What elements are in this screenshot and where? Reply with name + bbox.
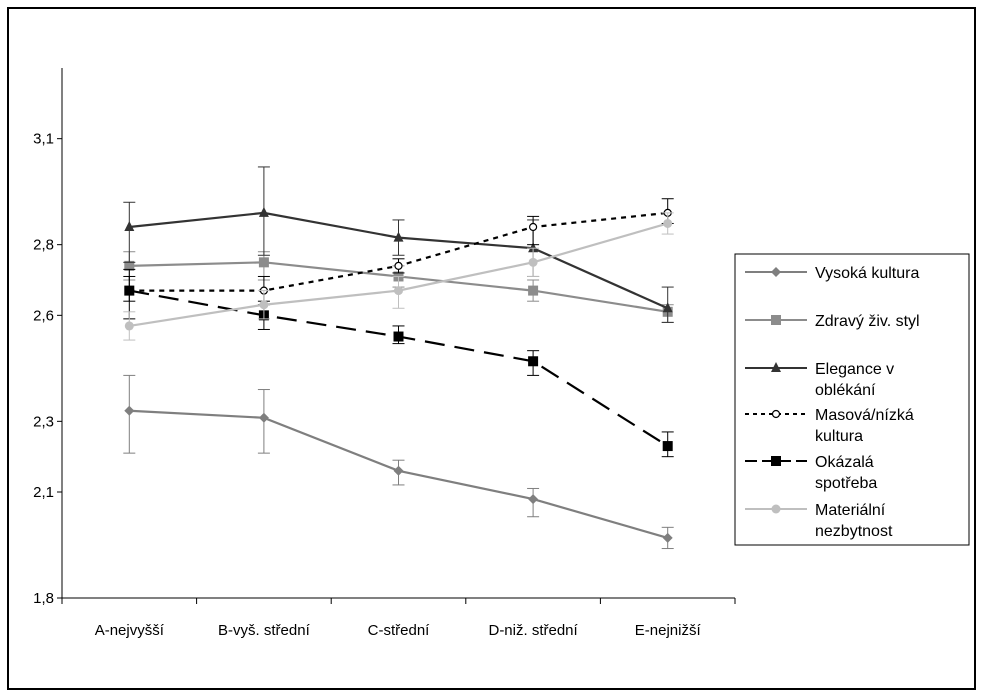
legend-label: Vysoká kultura xyxy=(815,265,919,282)
data-point xyxy=(124,260,135,271)
data-point xyxy=(394,261,403,270)
y-tick-label: 2,8 xyxy=(33,237,54,254)
data-point xyxy=(259,300,269,310)
data-point xyxy=(258,257,269,268)
data-point xyxy=(663,218,673,228)
legend-label: kultura xyxy=(815,428,863,445)
legend-label: Materiální xyxy=(815,502,886,519)
y-tick-label: 1,8 xyxy=(33,590,54,607)
data-point xyxy=(662,441,673,452)
x-tick-label: D-niž. střední xyxy=(488,622,578,639)
data-point xyxy=(662,302,673,313)
x-tick-label: B-vyš. střední xyxy=(218,622,311,639)
legend-label: oblékání xyxy=(815,382,876,399)
data-point xyxy=(124,405,135,416)
x-tick-label: C-střední xyxy=(368,622,431,639)
data-point xyxy=(393,331,404,342)
legend-label: nezbytnost xyxy=(815,523,893,540)
data-point xyxy=(528,356,539,367)
legend-label: Masová/nízká xyxy=(815,407,914,424)
legend-marker xyxy=(771,504,781,514)
legend-label: Okázalá xyxy=(815,454,874,471)
y-tick-label: 2,6 xyxy=(33,307,54,324)
data-point xyxy=(528,257,538,267)
x-tick-label: E-nejnižší xyxy=(635,622,702,639)
data-point xyxy=(393,231,404,242)
legend-marker xyxy=(771,456,781,466)
data-point xyxy=(528,285,539,296)
legend-marker xyxy=(771,315,781,325)
y-tick-label: 3,1 xyxy=(33,131,54,148)
data-point xyxy=(124,321,134,331)
data-point xyxy=(393,465,404,476)
y-tick-label: 2,1 xyxy=(33,484,54,501)
legend-label: Zdravý živ. styl xyxy=(815,313,920,330)
legend-marker xyxy=(771,267,781,277)
data-point xyxy=(258,412,269,423)
legend-marker xyxy=(771,409,781,419)
data-point xyxy=(528,494,539,505)
data-point xyxy=(124,285,135,296)
data-point xyxy=(124,221,135,231)
y-tick-label: 2,3 xyxy=(33,413,54,430)
legend-box xyxy=(734,253,970,546)
data-point xyxy=(528,242,539,253)
data-point xyxy=(528,222,538,232)
data-point xyxy=(394,286,403,296)
legend-marker xyxy=(771,362,781,372)
x-tick-label: A-nejvyšší xyxy=(95,622,165,639)
data-point xyxy=(662,532,673,543)
data-point xyxy=(258,206,269,217)
legend-label: Elegance v xyxy=(815,361,894,378)
legend-label: spotřeba xyxy=(815,475,877,492)
